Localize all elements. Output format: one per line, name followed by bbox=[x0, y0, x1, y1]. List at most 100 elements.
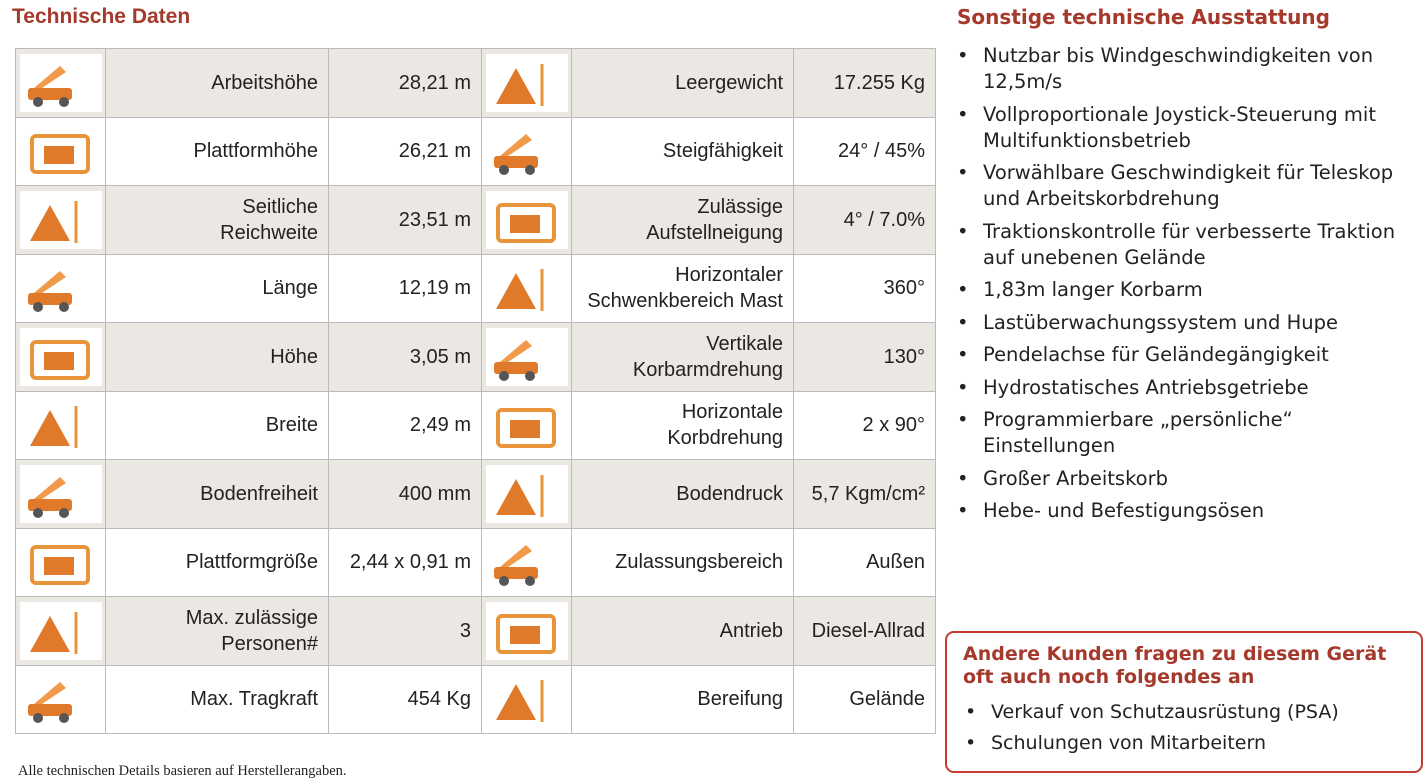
icon bbox=[19, 396, 102, 455]
spec-label: Max. zulässige Personen# bbox=[106, 597, 329, 666]
spec-label: Breite bbox=[106, 391, 329, 460]
spec-label: Antrieb bbox=[572, 597, 794, 666]
icon-cell bbox=[482, 597, 572, 666]
spec-label: Zulässige Aufstellneigung bbox=[572, 186, 794, 255]
icon bbox=[485, 533, 568, 592]
spec-value: 400 mm bbox=[329, 460, 482, 529]
icon bbox=[19, 190, 102, 249]
footnote: Alle technischen Details basieren auf He… bbox=[18, 763, 347, 779]
spec-label: Horizontaler Schwenkbereich Mast bbox=[572, 254, 794, 323]
spec-label: Seitliche Reichweite bbox=[106, 186, 329, 255]
icon-cell bbox=[16, 528, 106, 597]
spec-value: 24° / 45% bbox=[794, 117, 936, 186]
icon bbox=[485, 122, 568, 181]
icon-cell bbox=[482, 254, 572, 323]
icon-cell bbox=[16, 665, 106, 734]
icon-cell bbox=[16, 186, 106, 255]
icon bbox=[19, 122, 102, 181]
icon bbox=[485, 53, 568, 112]
table-row: Arbeitshöhe 28,21 m Leergewicht 17.255 Kg bbox=[16, 49, 936, 118]
feature-item: Vollproportionale Joystick-Steuerung mit… bbox=[955, 102, 1400, 154]
icon-cell bbox=[16, 597, 106, 666]
spec-label: Plattformgröße bbox=[106, 528, 329, 597]
icon-cell bbox=[16, 323, 106, 392]
spec-value: 5,7 Kgm/cm² bbox=[794, 460, 936, 529]
icon bbox=[19, 670, 102, 729]
spec-value: Außen bbox=[794, 528, 936, 597]
related-box: Andere Kunden fragen zu diesem Gerät oft… bbox=[945, 631, 1423, 773]
icon-cell bbox=[16, 460, 106, 529]
icon-cell bbox=[16, 391, 106, 460]
spec-value: 3,05 m bbox=[329, 323, 482, 392]
feature-item: Lastüberwachungssystem und Hupe bbox=[955, 310, 1400, 336]
spec-value: 17.255 Kg bbox=[794, 49, 936, 118]
table-row: Max. zulässige Personen# 3 Antrieb Diesel-A… bbox=[16, 597, 936, 666]
spec-label: Steigfähigkeit bbox=[572, 117, 794, 186]
icon bbox=[485, 601, 568, 660]
icon bbox=[485, 190, 568, 249]
features-title: Sonstige technische Ausstattung bbox=[957, 5, 1330, 29]
icon-cell bbox=[482, 49, 572, 118]
table-row: Plattformhöhe 26,21 m Steigfähigkeit 24° / … bbox=[16, 117, 936, 186]
table-row: Seitliche Reichweite 23,51 m Zulässige Auf… bbox=[16, 186, 936, 255]
icon bbox=[19, 259, 102, 318]
icon-cell bbox=[482, 665, 572, 734]
related-item: Verkauf von Schutzausrüstung (PSA) bbox=[963, 697, 1405, 728]
spec-value: 2,44 x 0,91 m bbox=[329, 528, 482, 597]
spec-label: Bodenfreiheit bbox=[106, 460, 329, 529]
icon bbox=[19, 533, 102, 592]
table-row: Max. Tragkraft 454 Kg Bereifung Gelände bbox=[16, 665, 936, 734]
icon-cell bbox=[482, 117, 572, 186]
spec-value: 454 Kg bbox=[329, 665, 482, 734]
spec-value: Gelände bbox=[794, 665, 936, 734]
spec-value: 3 bbox=[329, 597, 482, 666]
table-row: Höhe 3,05 m Vertikale Korbarmdrehung 130° bbox=[16, 323, 936, 392]
spec-label: Länge bbox=[106, 254, 329, 323]
spec-value: 2,49 m bbox=[329, 391, 482, 460]
related-item: Schulungen von Mitarbeitern bbox=[963, 728, 1405, 759]
icon-cell bbox=[16, 49, 106, 118]
feature-item: Hydrostatisches Antriebsgetriebe bbox=[955, 375, 1400, 401]
icon bbox=[19, 53, 102, 112]
spec-table: Arbeitshöhe 28,21 m Leergewicht 17.255 Kg Pl… bbox=[15, 48, 936, 734]
spec-value: 130° bbox=[794, 323, 936, 392]
related-title: Andere Kunden fragen zu diesem Gerät oft… bbox=[963, 643, 1387, 688]
spec-value: 26,21 m bbox=[329, 117, 482, 186]
spec-label: Bodendruck bbox=[572, 460, 794, 529]
spec-label: Leergewicht bbox=[572, 49, 794, 118]
spec-label: Zulassungsbereich bbox=[572, 528, 794, 597]
spec-value: 2 x 90° bbox=[794, 391, 936, 460]
spec-value: Diesel-Allrad bbox=[794, 597, 936, 666]
spec-value: 360° bbox=[794, 254, 936, 323]
spec-label: Arbeitshöhe bbox=[106, 49, 329, 118]
icon-cell bbox=[482, 528, 572, 597]
icon-cell bbox=[16, 117, 106, 186]
feature-item: Vorwählbare Geschwindigkeit für Teleskop… bbox=[955, 160, 1400, 212]
spec-value: 4° / 7.0% bbox=[794, 186, 936, 255]
icon bbox=[19, 327, 102, 386]
icon bbox=[19, 464, 102, 523]
icon-cell bbox=[482, 186, 572, 255]
spec-label: Horizontale Korbdrehung bbox=[572, 391, 794, 460]
title: Technische Daten bbox=[12, 5, 191, 28]
spec-value: 23,51 m bbox=[329, 186, 482, 255]
feature-item: Großer Arbeitskorb bbox=[955, 466, 1400, 492]
spec-label: Max. Tragkraft bbox=[106, 665, 329, 734]
related-list: Verkauf von Schutzausrüstung (PSA)Schulu… bbox=[963, 697, 1405, 759]
spec-value: 12,19 m bbox=[329, 254, 482, 323]
icon-cell bbox=[16, 254, 106, 323]
feature-list: Nutzbar bis Windgeschwindigkeiten von 12… bbox=[955, 43, 1400, 531]
table-row: Länge 12,19 m Horizontaler Schwenkbereich … bbox=[16, 254, 936, 323]
icon bbox=[485, 396, 568, 455]
spec-value: 28,21 m bbox=[329, 49, 482, 118]
icon bbox=[485, 327, 568, 386]
feature-item: Traktionskontrolle für verbesserte Trakt… bbox=[955, 219, 1400, 271]
icon bbox=[19, 601, 102, 660]
icon-cell bbox=[482, 323, 572, 392]
icon-cell bbox=[482, 391, 572, 460]
table-row: Bodenfreiheit 400 mm Bodendruck 5,7 Kgm/cm² bbox=[16, 460, 936, 529]
feature-item: Pendelachse für Geländegängigkeit bbox=[955, 342, 1400, 368]
feature-item: Hebe- und Befestigungsösen bbox=[955, 498, 1400, 524]
spec-label: Vertikale Korbarmdrehung bbox=[572, 323, 794, 392]
